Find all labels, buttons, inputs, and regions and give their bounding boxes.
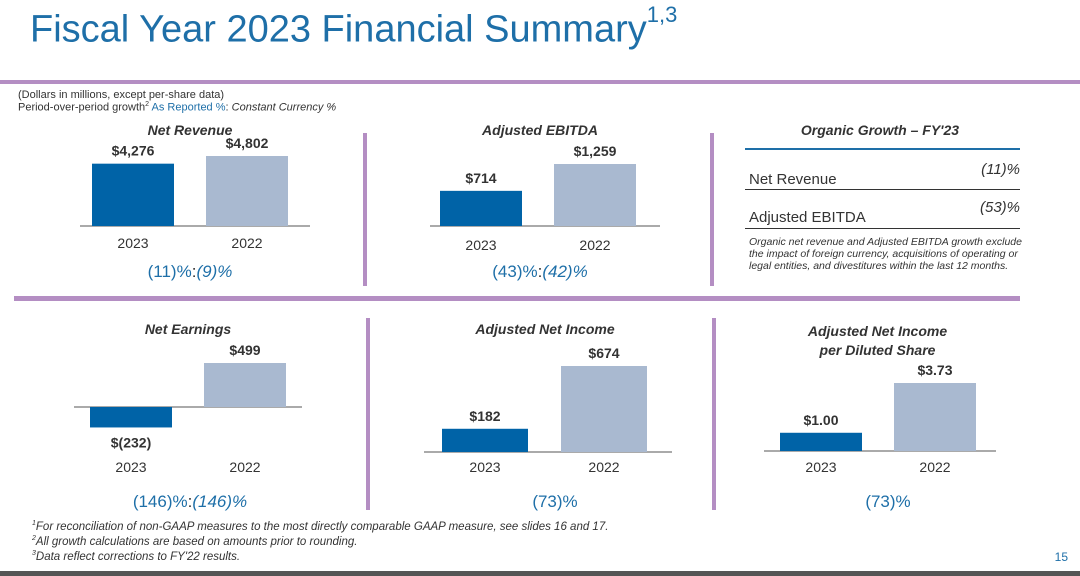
adjusted-eps-bar-2023 [780, 432, 862, 451]
net-earnings-bar-2023 [90, 407, 172, 428]
net-revenue-bar-2022 [206, 156, 288, 226]
net-revenue-data-label-2022: $4,802 [226, 135, 269, 151]
footnote-3: 3Data reflect corrections to FY'22 resul… [32, 550, 241, 563]
adjusted-net-income-data-label-2022: $674 [588, 345, 619, 361]
organic-table-top-rule [745, 148, 1020, 150]
organic-row-label-adjusted-ebitda: Adjusted EBITDA [749, 209, 866, 226]
adjusted-ebitda-bar-2023 [440, 190, 522, 226]
organic-row-rule-1 [745, 189, 1020, 190]
growth-note: Period-over-period growth2 As Reported %… [18, 101, 337, 114]
net-revenue-title: Net Revenue [147, 122, 233, 138]
adjusted-ebitda-bar-2022 [554, 164, 636, 226]
horizontal-divider [14, 296, 1020, 301]
adjusted-ebitda-category-label-2023: 2023 [465, 237, 496, 253]
adjusted-net-income-data-label-2023: $182 [469, 408, 500, 424]
adjusted-net-income-category-label-2023: 2023 [469, 459, 500, 475]
adjusted-eps-category-label-2022: 2022 [919, 459, 950, 475]
net-earnings-growth: (146)%:(146)% [132, 492, 248, 511]
units-note: (Dollars in millions, except per-share d… [18, 89, 225, 101]
net-revenue-bar-2023 [92, 163, 174, 226]
net-revenue-data-label-2023: $4,276 [112, 143, 155, 159]
organic-growth-title: Organic Growth – FY'23 [800, 122, 960, 138]
vertical-divider-top-right [710, 133, 714, 286]
adjusted-eps-data-label-2022: $3.73 [917, 362, 952, 378]
net-earnings-category-label-2023: 2023 [115, 459, 146, 475]
adjusted-net-income-category-label-2022: 2022 [588, 459, 619, 475]
adjusted-eps-data-label-2023: $1.00 [803, 412, 838, 428]
net-revenue-chart: $4,276 2023 $4,802 2022 [80, 135, 310, 251]
organic-growth-note: Organic net revenue and Adjusted EBITDA … [749, 236, 1022, 272]
adjusted-net-income-title: Adjusted Net Income [475, 321, 615, 337]
adjusted-eps-chart: $1.00 2023 $3.73 2022 [764, 362, 996, 475]
adjusted-eps-bar-2022 [894, 383, 976, 451]
net-earnings-bar-2022 [204, 363, 286, 407]
adjusted-ebitda-chart: $714 2023 $1,259 2022 [430, 143, 660, 253]
adjusted-net-income-bar-2022 [561, 366, 647, 452]
page-number: 15 [1054, 550, 1068, 564]
adjusted-eps-category-label-2023: 2023 [805, 459, 836, 475]
page-title: Fiscal Year 2023 Financial Summary1,3 [30, 2, 678, 51]
footnote-1: 1For reconciliation of non-GAAP measures… [32, 520, 609, 533]
footnote-2: 2All growth calculations are based on am… [32, 535, 358, 548]
net-revenue-growth: (11)%:(9)% [147, 262, 233, 281]
adjusted-ebitda-data-label-2023: $714 [465, 170, 496, 186]
net-earnings-data-label-2023: $(232) [111, 434, 151, 450]
net-earnings-category-label-2022: 2022 [229, 459, 260, 475]
adjusted-net-income-chart: $182 2023 $674 2022 [424, 345, 672, 475]
adjusted-net-income-growth: (73)% [532, 492, 578, 511]
net-earnings-chart: $(232) 2023 $499 2022 [74, 342, 302, 475]
organic-row-rule-2 [745, 228, 1020, 229]
title-footnote-ref: 1,3 [646, 2, 678, 27]
header-divider [0, 80, 1080, 84]
organic-row-label-net-revenue: Net Revenue [749, 171, 837, 188]
vertical-divider-bottom-left [366, 318, 370, 510]
adjusted-eps-title: Adjusted Net Income per Diluted Share [807, 323, 948, 358]
net-revenue-category-label-2022: 2022 [231, 235, 262, 251]
adjusted-ebitda-category-label-2022: 2022 [579, 237, 610, 253]
net-earnings-title: Net Earnings [144, 321, 232, 337]
adjusted-eps-growth: (73)% [865, 492, 911, 511]
adjusted-net-income-bar-2023 [442, 428, 528, 452]
adjusted-ebitda-data-label-2022: $1,259 [574, 143, 617, 159]
bottom-bar [0, 571, 1080, 576]
organic-row-value-adjusted-ebitda: (53)% [979, 199, 1020, 216]
net-earnings-data-label-2022: $499 [229, 342, 260, 358]
adjusted-ebitda-title: Adjusted EBITDA [482, 122, 598, 138]
organic-row-value-net-revenue: (11)% [981, 161, 1020, 178]
adjusted-ebitda-growth: (43)%:(42)% [492, 262, 588, 281]
vertical-divider-bottom-right [712, 318, 716, 510]
net-revenue-category-label-2023: 2023 [117, 235, 148, 251]
vertical-divider-top-left [363, 133, 367, 286]
